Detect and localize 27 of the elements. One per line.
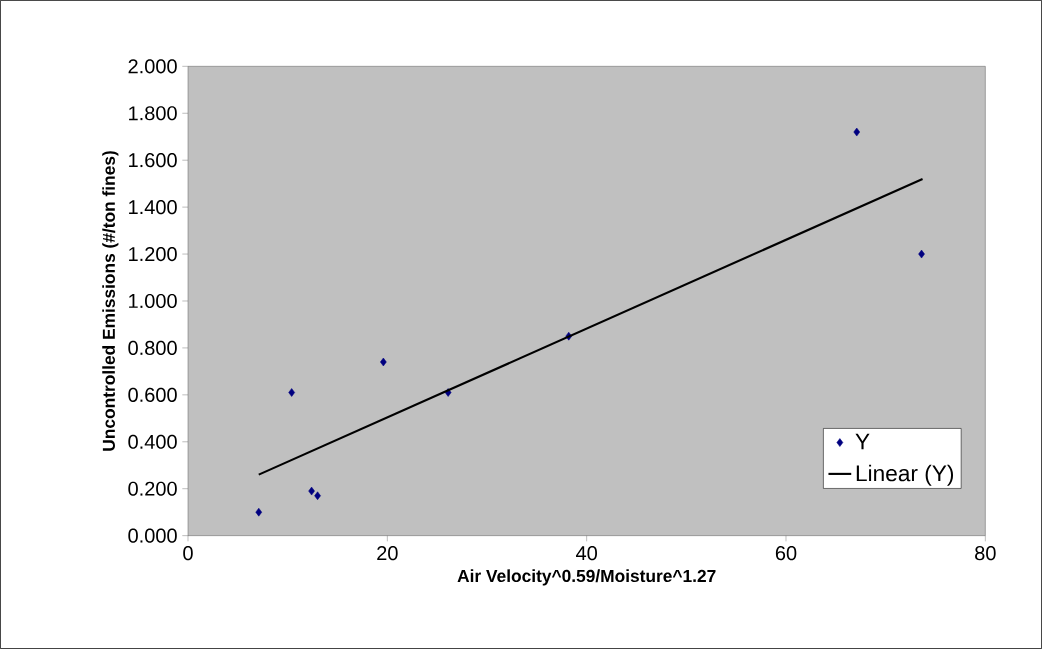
y-tick-label: 1.400 (129, 200, 177, 215)
y-tick-label: 0.600 (128, 387, 177, 402)
legend-label: Linear (Y) (856, 464, 954, 486)
y-axis-title: Uncontrolled Emissions (#/ton fines) (102, 151, 119, 451)
y-tick-label: 1.000 (129, 293, 177, 309)
y-tick-label: 0.000 (128, 528, 177, 543)
y-tick-label: 0.400 (128, 434, 177, 449)
y-tick-label: 0.800 (128, 340, 177, 355)
point (918, 249, 925, 259)
point (380, 357, 387, 367)
y-tick-label: 1.200 (129, 246, 177, 262)
point (288, 388, 295, 397)
x-tick-label: 80 (975, 546, 996, 561)
y-tick-label: 1.800 (129, 106, 177, 121)
y-tick-label: 1.600 (129, 153, 177, 168)
legend-label: Y (855, 433, 870, 450)
x-tick-label: 20 (377, 546, 398, 561)
y-tick-label: 0.200 (128, 481, 177, 496)
x-tick-label: 40 (576, 546, 597, 561)
x-tick-label: 60 (775, 546, 797, 561)
point (308, 486, 315, 496)
point (255, 507, 263, 517)
x-tick-label: 0 (183, 546, 193, 561)
point (314, 491, 321, 501)
y-tick-label: 2.000 (128, 59, 177, 74)
point (853, 127, 861, 137)
x-axis-title: Air Velocity^0.59/Moisture^1.27 (457, 569, 716, 586)
